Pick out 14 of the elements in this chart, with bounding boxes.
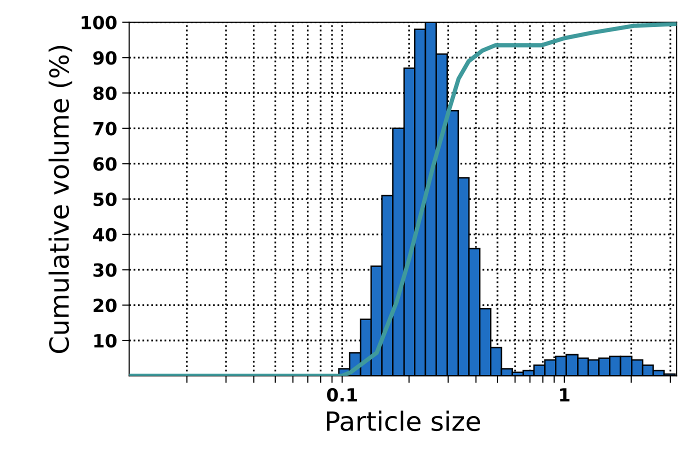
y-tick-label: 20 xyxy=(94,298,117,312)
y-tick-label: 80 xyxy=(93,86,117,100)
x-tick-label: 1 xyxy=(560,388,570,402)
x-axis-title: Particle size xyxy=(326,410,480,432)
y-tick-label: 90 xyxy=(93,51,117,65)
y-tick-label: 60 xyxy=(93,157,117,171)
y-tick-label: 30 xyxy=(93,263,117,277)
y-tick-label: 50 xyxy=(94,192,117,206)
y-tick-label: 10 xyxy=(94,334,117,348)
x-tick-label: 0.1 xyxy=(327,388,357,402)
y-axis-title: Cumulative volume (%) xyxy=(48,46,72,353)
y-tick-label: 40 xyxy=(93,228,117,242)
y-tick-label: 100 xyxy=(82,16,117,30)
y-tick-label: 70 xyxy=(93,122,117,136)
